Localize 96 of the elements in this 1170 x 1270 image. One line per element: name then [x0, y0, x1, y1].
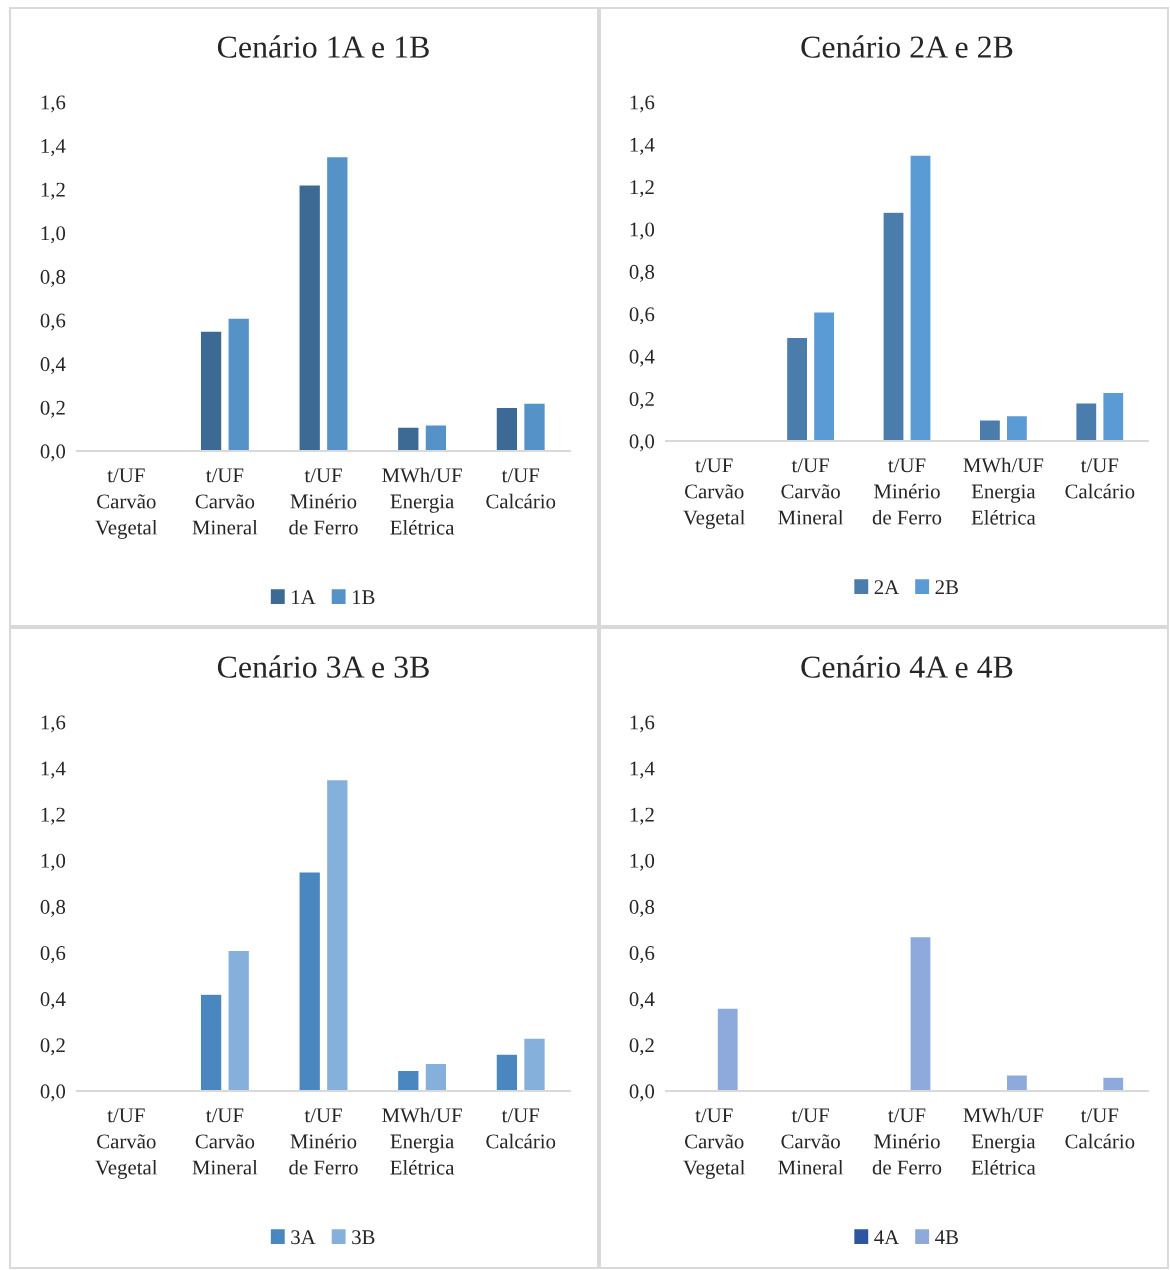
bar	[1075, 402, 1098, 441]
legend-label: 3B	[352, 1230, 375, 1245]
bar	[522, 1037, 547, 1091]
y-tick-label: 1,0	[41, 853, 66, 871]
bar	[298, 871, 322, 1091]
x-tick-label: t/UF Minério de Ferro	[289, 468, 358, 535]
legend-label: 2A	[874, 580, 900, 595]
y-tick-label: 0,0	[40, 1084, 66, 1102]
bar	[716, 1007, 739, 1091]
y-tick-label: 0,2	[629, 1038, 654, 1056]
bar	[909, 154, 932, 441]
x-tick-label: t/UF Carvão Mineral	[778, 1108, 844, 1175]
bar	[325, 778, 349, 1091]
bar	[522, 402, 547, 451]
y-tick-label: 1,0	[630, 222, 655, 240]
bar	[1101, 1076, 1125, 1091]
bar	[325, 155, 349, 451]
bar	[396, 1069, 420, 1091]
x-tick-label: t/UF Carvão Vegetal	[95, 1108, 158, 1179]
x-tick-label: t/UF Calcário	[1065, 458, 1135, 499]
y-tick-label: 0,4	[629, 349, 655, 367]
legend-label: 2B	[935, 580, 958, 595]
bar	[1005, 414, 1029, 441]
y-tick-label: 0,0	[629, 1084, 655, 1102]
bar	[227, 317, 251, 451]
chart-title: Cenário 2A e 2B	[801, 35, 1013, 58]
bar	[298, 184, 322, 451]
y-tick-label: 1,2	[630, 807, 654, 825]
x-tick-label: MWh/UF Energia Elétrica	[382, 467, 462, 535]
bar	[227, 949, 251, 1091]
legend-label: 1A	[292, 590, 316, 605]
y-tick-label: 0,0	[629, 434, 655, 452]
bar	[812, 311, 836, 441]
x-tick-label: t/UF Carvão Mineral	[778, 458, 844, 525]
chart-title: Cenário 3A e 3B	[217, 655, 429, 678]
y-tick-label: 0,8	[629, 264, 655, 282]
x-tick-label: t/UF Minério de Ferro	[289, 1108, 358, 1175]
bar	[396, 426, 420, 451]
y-tick-label: 1,4	[41, 761, 66, 779]
x-tick-label: t/UF Calcário	[486, 1108, 556, 1149]
x-tick-label: t/UF Calcário	[486, 468, 556, 509]
y-tick-label: 0,6	[629, 946, 655, 964]
y-tick-label: 0,2	[629, 392, 654, 410]
y-tick-label: 0,4	[40, 357, 66, 375]
bar	[495, 1053, 519, 1091]
bar	[199, 993, 223, 1091]
y-tick-label: 1,2	[41, 807, 65, 825]
bar	[978, 419, 1002, 441]
y-tick-label: 1,6	[630, 715, 655, 733]
bar	[785, 336, 809, 441]
x-tick-label: t/UF Calcário	[1065, 1108, 1135, 1149]
bar	[1101, 391, 1125, 441]
y-tick-label: 1,2	[630, 180, 654, 198]
bar	[1005, 1074, 1029, 1091]
y-tick-label: 0,6	[40, 313, 66, 331]
y-tick-label: 1,0	[41, 226, 66, 244]
y-tick-label: 1,0	[630, 853, 655, 871]
bar	[424, 424, 448, 451]
y-tick-label: 1,4	[41, 139, 66, 157]
x-tick-label: MWh/UF Energia Elétrica	[382, 1107, 462, 1175]
bar	[199, 330, 223, 451]
x-tick-label: MWh/UF Energia Elétrica	[963, 457, 1044, 525]
x-tick-label: t/UF Carvão Vegetal	[95, 468, 158, 539]
x-tick-label: t/UF Carvão Vegetal	[683, 1108, 746, 1179]
x-tick-label: t/UF Carvão Vegetal	[683, 458, 746, 529]
x-tick-label: t/UF Carvão Mineral	[192, 468, 258, 535]
legend-label: 4A	[874, 1230, 900, 1245]
chart-title: Cenário 1A e 1B	[217, 35, 429, 58]
y-tick-label: 1,4	[630, 137, 655, 155]
y-tick-label: 0,6	[629, 307, 655, 325]
y-tick-label: 0,2	[40, 400, 65, 418]
y-tick-label: 0,8	[40, 899, 66, 917]
legend-label: 4B	[935, 1230, 958, 1245]
y-tick-label: 0,6	[40, 946, 66, 964]
y-tick-label: 1,4	[630, 761, 655, 779]
y-tick-label: 1,6	[41, 95, 66, 113]
y-tick-label: 0,8	[40, 269, 66, 287]
y-tick-label: 0,0	[40, 444, 66, 462]
chart-title: Cenário 4A e 4B	[801, 655, 1013, 678]
legend-label: 3A	[291, 1230, 316, 1245]
legend-label: 1B	[352, 590, 375, 605]
y-tick-label: 1,2	[41, 182, 65, 200]
y-tick-label: 0,8	[629, 899, 655, 917]
x-tick-label: t/UF Carvão Mineral	[192, 1108, 258, 1175]
bar	[882, 211, 905, 441]
x-tick-label: t/UF Minério de Ferro	[872, 458, 942, 525]
bar	[495, 406, 519, 451]
bar	[424, 1062, 448, 1091]
y-tick-label: 1,6	[630, 95, 655, 113]
x-tick-label: MWh/UF Energia Elétrica	[963, 1107, 1044, 1175]
y-tick-label: 1,6	[41, 715, 66, 733]
bar	[909, 935, 932, 1091]
x-tick-label: t/UF Minério de Ferro	[872, 1108, 942, 1175]
y-tick-label: 0,2	[40, 1038, 65, 1056]
y-tick-label: 0,4	[629, 992, 655, 1010]
y-tick-label: 0,4	[40, 992, 66, 1010]
